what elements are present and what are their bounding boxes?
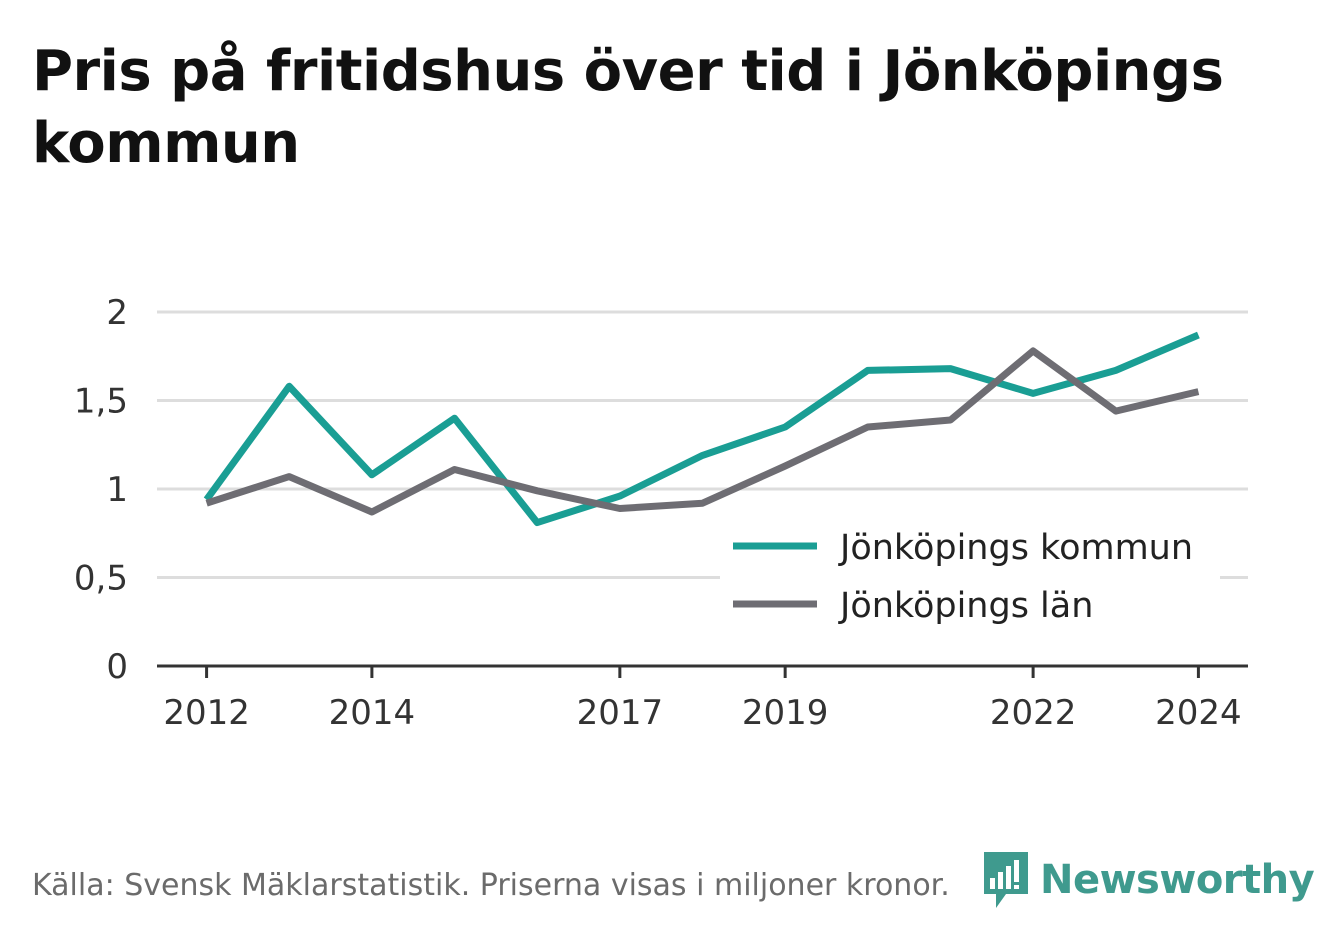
y-tick-label: 0 [106, 647, 128, 687]
bar-chart-logo-icon [984, 852, 1028, 908]
legend-background [720, 520, 1220, 632]
x-tick-label: 2014 [329, 693, 416, 733]
brand-name: Newsworthy [1040, 857, 1315, 903]
y-tick-label: 2 [106, 293, 128, 333]
x-tick-label: 2012 [163, 693, 250, 733]
x-tick-label: 2022 [990, 693, 1077, 733]
chart-title: Pris på fritidshus över tid i Jönköpings… [32, 39, 1224, 176]
y-axis-ticks: 0 0,5 1 1,5 2 [74, 293, 128, 687]
x-axis: 2012 2014 2017 2019 2022 2024 [157, 664, 1248, 733]
source-note: Källa: Svensk Mäklarstatistik. Priserna … [32, 868, 950, 903]
x-tick-label: 2017 [577, 693, 664, 733]
newsworthy-logo: Newsworthy [982, 850, 1315, 910]
x-tick-label: 2019 [742, 693, 829, 733]
legend: Jönköpings kommun Jönköpings län [720, 520, 1220, 632]
y-tick-label: 1 [106, 470, 128, 510]
y-tick-label: 1,5 [74, 382, 128, 422]
series-line-lan [205, 347, 1200, 516]
series-line-kommun [203, 331, 1200, 527]
legend-label: Jönköpings län [838, 586, 1093, 626]
series-lines [203, 331, 1200, 527]
x-tick-label: 2024 [1155, 693, 1242, 733]
y-tick-label: 0,5 [74, 559, 128, 599]
legend-label: Jönköpings kommun [838, 528, 1193, 568]
